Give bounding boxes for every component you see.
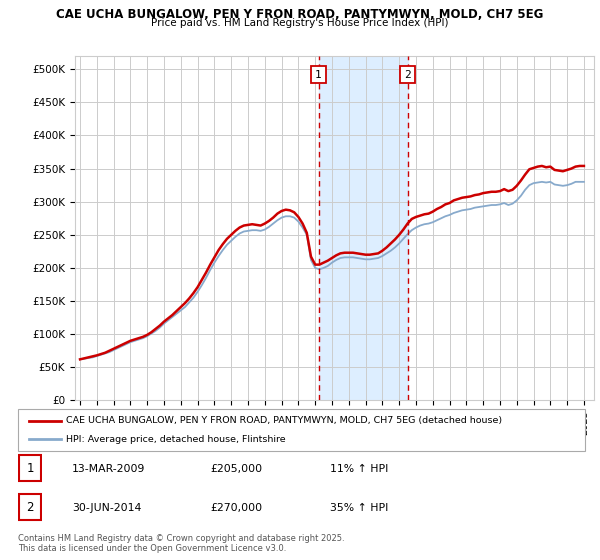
Text: £270,000: £270,000 (210, 503, 262, 513)
FancyBboxPatch shape (19, 494, 41, 520)
Text: 2: 2 (404, 69, 411, 80)
Text: 30-JUN-2014: 30-JUN-2014 (72, 503, 142, 513)
Text: CAE UCHA BUNGALOW, PEN Y FRON ROAD, PANTYMWYN, MOLD, CH7 5EG: CAE UCHA BUNGALOW, PEN Y FRON ROAD, PANT… (56, 8, 544, 21)
Text: Price paid vs. HM Land Registry's House Price Index (HPI): Price paid vs. HM Land Registry's House … (151, 18, 449, 28)
Text: 1: 1 (26, 461, 34, 475)
Text: CAE UCHA BUNGALOW, PEN Y FRON ROAD, PANTYMWYN, MOLD, CH7 5EG (detached house): CAE UCHA BUNGALOW, PEN Y FRON ROAD, PANT… (66, 416, 502, 425)
Text: 11% ↑ HPI: 11% ↑ HPI (330, 464, 388, 474)
FancyBboxPatch shape (18, 409, 585, 451)
Text: 13-MAR-2009: 13-MAR-2009 (72, 464, 145, 474)
Text: 1: 1 (315, 69, 322, 80)
Text: 2: 2 (26, 501, 34, 514)
Text: HPI: Average price, detached house, Flintshire: HPI: Average price, detached house, Flin… (66, 435, 286, 444)
Text: 35% ↑ HPI: 35% ↑ HPI (330, 503, 388, 513)
Text: £205,000: £205,000 (210, 464, 262, 474)
Text: Contains HM Land Registry data © Crown copyright and database right 2025.
This d: Contains HM Land Registry data © Crown c… (18, 534, 344, 553)
Bar (319, 56, 407, 400)
FancyBboxPatch shape (19, 455, 41, 481)
